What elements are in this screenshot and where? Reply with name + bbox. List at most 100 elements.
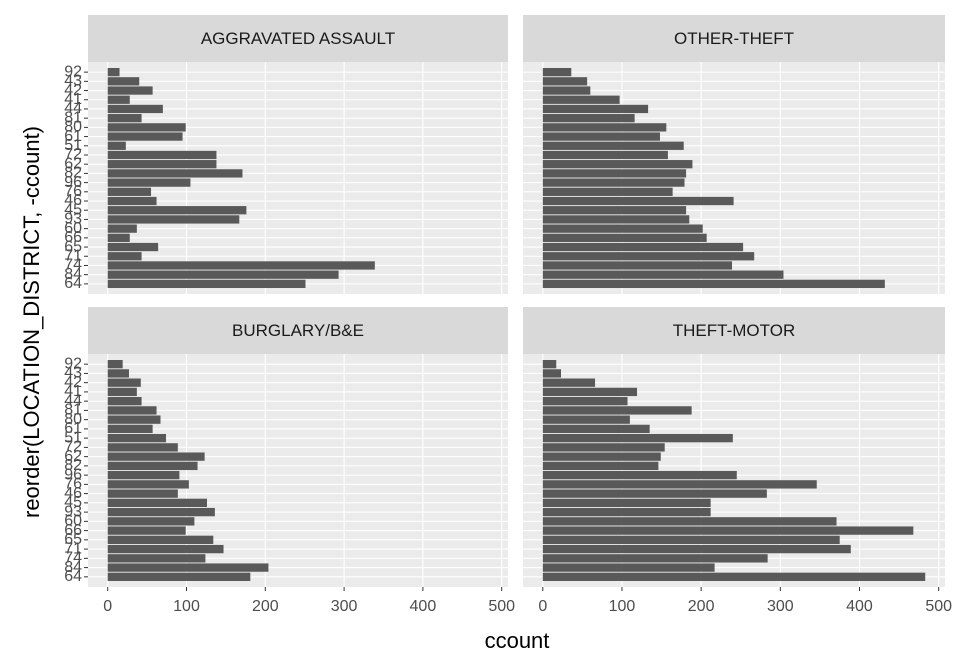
strip-label: BURGLARY/B&E: [232, 321, 364, 340]
bar: [107, 86, 153, 95]
strip-label: THEFT-MOTOR: [673, 321, 795, 340]
y-tick-label: 62: [64, 448, 82, 465]
y-tick-label: 92: [64, 355, 82, 372]
bar: [542, 206, 687, 215]
bar: [542, 378, 596, 387]
y-tick-label: 66: [64, 229, 82, 246]
strip-label: OTHER-THEFT: [674, 29, 794, 48]
bar: [107, 104, 163, 114]
y-tick-label: 41: [64, 91, 82, 108]
bar: [107, 526, 186, 535]
y-tick-label: 65: [64, 238, 82, 255]
y-axis-title: reorder(LOCATION_DISTRICT, -ccount): [19, 126, 44, 518]
bar: [542, 187, 673, 196]
y-tick-label: 60: [64, 513, 82, 530]
bar: [107, 378, 141, 387]
y-tick-label: 80: [64, 411, 82, 428]
y-tick-label: 61: [64, 128, 82, 145]
bar: [542, 544, 851, 554]
y-tick-label: 45: [64, 494, 82, 511]
bar: [542, 396, 628, 406]
bar: [542, 433, 733, 443]
bar: [542, 507, 711, 517]
bar: [542, 242, 744, 252]
x-tick-label: 0: [538, 598, 547, 615]
bar: [107, 443, 178, 452]
bar: [107, 554, 206, 563]
bar: [107, 563, 269, 572]
bar: [107, 224, 137, 233]
y-tick-label: 46: [64, 192, 82, 209]
bar: [107, 141, 126, 150]
y-tick-label: 76: [64, 183, 82, 200]
bar: [107, 252, 142, 261]
strip-background: [523, 15, 945, 62]
bar: [107, 498, 207, 508]
strip-background: [88, 307, 508, 354]
y-tick-label: 43: [64, 73, 82, 90]
y-tick-label: 82: [64, 457, 82, 474]
y-tick-label: 45: [64, 201, 82, 218]
bar: [107, 489, 178, 498]
bar: [542, 196, 734, 206]
bar: [107, 132, 183, 141]
y-tick-label: 42: [64, 82, 82, 99]
bar: [107, 123, 186, 132]
y-tick-label: 81: [64, 402, 82, 419]
y-tick-label: 64: [64, 275, 82, 292]
bar: [542, 406, 692, 415]
x-tick-label: 300: [331, 598, 358, 615]
bar: [542, 498, 711, 508]
bar: [542, 554, 768, 563]
y-tick-label: 80: [64, 119, 82, 136]
y-tick-label: 82: [64, 165, 82, 182]
bar: [542, 224, 703, 233]
bar: [542, 67, 572, 77]
y-tick-label: 60: [64, 220, 82, 237]
y-tick-label: 76: [64, 476, 82, 493]
bar: [542, 480, 817, 489]
y-tick-label: 42: [64, 374, 82, 391]
bar: [542, 572, 926, 581]
bar: [542, 470, 737, 480]
bar: [542, 86, 591, 95]
bar: [107, 77, 140, 86]
bar: [107, 279, 306, 289]
bar: [542, 415, 630, 424]
bar: [107, 67, 120, 77]
bar: [542, 461, 659, 471]
x-tick-label: 100: [609, 598, 636, 615]
x-tick-label: 400: [846, 598, 873, 615]
bar: [107, 169, 243, 178]
bar: [107, 507, 215, 517]
bar: [542, 535, 840, 545]
y-tick-label: 71: [64, 247, 82, 264]
bar: [107, 150, 217, 160]
bar: [107, 544, 224, 554]
bar: [107, 415, 161, 424]
bar: [542, 443, 665, 452]
x-tick-label: 500: [488, 598, 515, 615]
panel-background: [88, 62, 508, 294]
y-tick-label: 43: [64, 365, 82, 382]
x-tick-label: 100: [173, 598, 200, 615]
y-tick-label: 84: [64, 559, 82, 576]
x-tick-label: 400: [410, 598, 437, 615]
bar: [107, 114, 142, 123]
bar: [542, 452, 661, 461]
bar: [542, 424, 650, 434]
bar: [107, 178, 191, 187]
x-tick-label: 500: [925, 598, 952, 615]
bar: [542, 369, 562, 378]
strip-label: AGGRAVATED ASSAULT: [201, 29, 395, 48]
bar: [107, 196, 157, 206]
y-tick-label: 44: [64, 100, 82, 117]
y-tick-label: 46: [64, 485, 82, 502]
bar: [542, 77, 588, 86]
bar: [542, 526, 914, 535]
bar: [542, 178, 685, 187]
bar: [107, 369, 129, 378]
bar: [542, 132, 660, 141]
bar: [542, 360, 557, 369]
